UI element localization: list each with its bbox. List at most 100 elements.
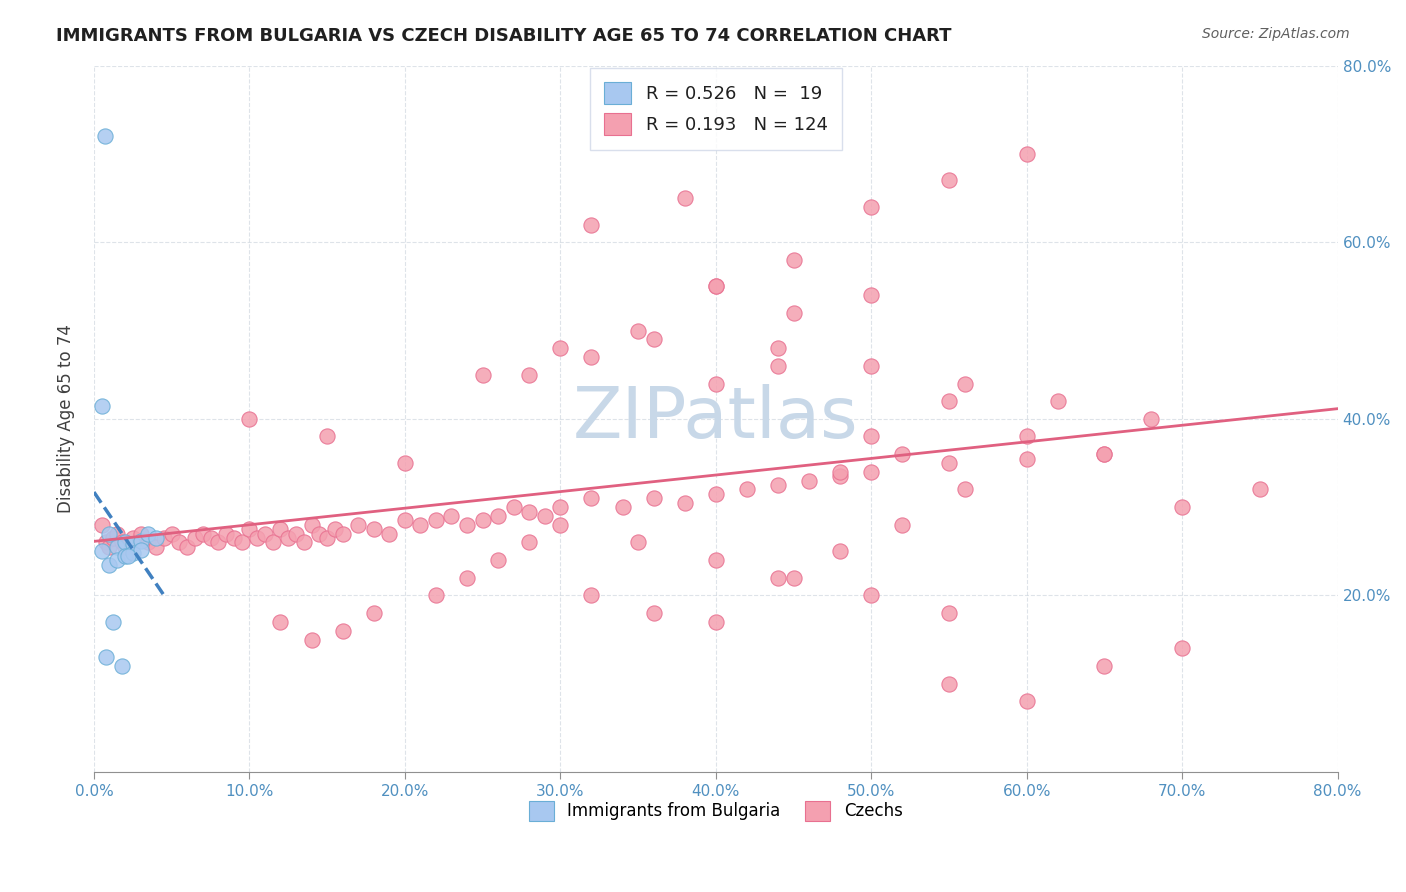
Point: [301, 632, 323, 647]
Point: [704, 615, 727, 629]
Point: [860, 359, 883, 373]
Point: [1094, 447, 1116, 461]
Point: [269, 522, 291, 536]
Point: [673, 496, 696, 510]
Point: [121, 546, 143, 560]
Point: [215, 526, 238, 541]
Point: [129, 542, 152, 557]
Point: [1140, 412, 1163, 426]
Point: [1015, 429, 1038, 443]
Point: [105, 526, 128, 541]
Point: [207, 535, 229, 549]
Point: [581, 491, 603, 506]
Point: [643, 491, 665, 506]
Point: [782, 252, 804, 267]
Point: [766, 571, 789, 585]
Point: [114, 549, 136, 563]
Point: [121, 537, 143, 551]
Point: [766, 359, 789, 373]
Point: [200, 531, 222, 545]
Point: [238, 522, 260, 536]
Y-axis label: Disability Age 65 to 74: Disability Age 65 to 74: [58, 325, 75, 513]
Point: [160, 526, 183, 541]
Point: [101, 615, 124, 629]
Point: [797, 474, 820, 488]
Point: [1171, 500, 1194, 515]
Point: [517, 368, 540, 382]
Point: [533, 508, 555, 523]
Point: [830, 544, 852, 558]
Point: [238, 412, 260, 426]
Point: [222, 531, 245, 545]
Point: [425, 589, 447, 603]
Point: [860, 429, 883, 443]
Point: [1015, 451, 1038, 466]
Point: [145, 531, 167, 545]
Point: [176, 540, 198, 554]
Point: [1015, 147, 1038, 161]
Point: [94, 129, 117, 144]
Legend: Immigrants from Bulgaria, Czechs: Immigrants from Bulgaria, Czechs: [516, 788, 917, 834]
Point: [394, 513, 416, 527]
Point: [440, 508, 463, 523]
Point: [860, 589, 883, 603]
Point: [323, 522, 346, 536]
Point: [860, 465, 883, 479]
Point: [138, 526, 160, 541]
Point: [277, 531, 299, 545]
Point: [117, 549, 139, 563]
Point: [292, 535, 315, 549]
Point: [231, 535, 253, 549]
Point: [347, 517, 370, 532]
Point: [550, 341, 572, 355]
Point: [114, 535, 136, 549]
Point: [953, 483, 976, 497]
Point: [96, 650, 118, 665]
Point: [735, 483, 758, 497]
Point: [96, 535, 118, 549]
Point: [394, 456, 416, 470]
Point: [262, 535, 284, 549]
Point: [704, 279, 727, 293]
Point: [153, 531, 176, 545]
Point: [111, 535, 134, 549]
Point: [938, 173, 960, 187]
Point: [782, 571, 804, 585]
Point: [830, 465, 852, 479]
Point: [90, 544, 112, 558]
Point: [98, 526, 121, 541]
Point: [129, 526, 152, 541]
Point: [471, 513, 494, 527]
Point: [456, 571, 478, 585]
Point: [90, 517, 112, 532]
Point: [253, 526, 276, 541]
Point: [1046, 394, 1069, 409]
Point: [550, 500, 572, 515]
Point: [704, 279, 727, 293]
Point: [332, 624, 354, 638]
Point: [1094, 447, 1116, 461]
Point: [581, 350, 603, 364]
Point: [316, 429, 339, 443]
Point: [612, 500, 634, 515]
Point: [581, 589, 603, 603]
Point: [550, 517, 572, 532]
Point: [105, 540, 128, 554]
Point: [517, 535, 540, 549]
Point: [114, 540, 136, 554]
Point: [456, 517, 478, 532]
Point: [191, 526, 214, 541]
Point: [332, 526, 354, 541]
Text: IMMIGRANTS FROM BULGARIA VS CZECH DISABILITY AGE 65 TO 74 CORRELATION CHART: IMMIGRANTS FROM BULGARIA VS CZECH DISABI…: [56, 27, 952, 45]
Point: [891, 447, 914, 461]
Point: [409, 517, 432, 532]
Point: [1249, 483, 1271, 497]
Point: [581, 218, 603, 232]
Point: [145, 540, 167, 554]
Point: [169, 535, 191, 549]
Point: [184, 531, 207, 545]
Point: [121, 531, 143, 545]
Point: [98, 540, 121, 554]
Point: [938, 606, 960, 620]
Point: [1094, 659, 1116, 673]
